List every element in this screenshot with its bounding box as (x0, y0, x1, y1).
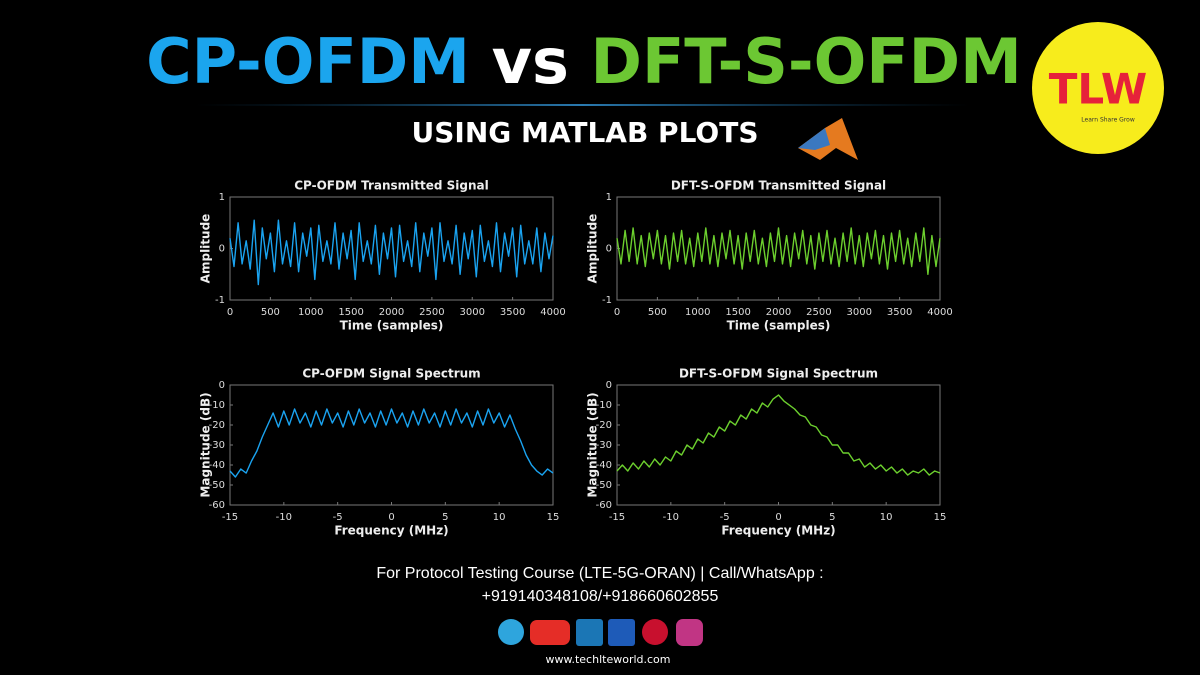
signal-line (616, 394, 941, 476)
x-axis-label: Frequency (MHz) (334, 524, 448, 538)
web-icon[interactable] (642, 619, 668, 645)
y-tick-label: -20 (209, 420, 225, 431)
y-tick-label: 0 (606, 380, 612, 391)
y-tick-label: -10 (209, 400, 225, 411)
x-tick-label: 3000 (460, 307, 485, 318)
x-tick-label: 15 (547, 512, 560, 523)
plot-area (616, 196, 941, 301)
x-tick-label: 1500 (725, 307, 750, 318)
x-tick-label: 0 (227, 307, 233, 318)
social-icons (498, 619, 703, 646)
chart-title: DFT-S-OFDM Transmitted Signal (671, 179, 886, 193)
x-tick-label: 2000 (379, 307, 404, 318)
y-tick-label: 0 (219, 244, 225, 255)
x-axis-label: Frequency (MHz) (721, 524, 835, 538)
linkedin-icon[interactable] (576, 619, 603, 646)
x-tick-label: 3500 (887, 307, 912, 318)
facebook-icon[interactable] (608, 619, 635, 646)
footer-line: +919140348108/+918660602855 (482, 588, 719, 605)
x-tick-label: -5 (720, 512, 730, 523)
x-tick-label: 3000 (847, 307, 872, 318)
x-tick-label: 4000 (540, 307, 565, 318)
x-tick-label: 10 (493, 512, 506, 523)
chart-title: CP-OFDM Transmitted Signal (294, 179, 489, 193)
y-axis-label: Magnitude (dB) (586, 392, 600, 497)
y-tick-label: -1 (215, 295, 225, 306)
signal-line (616, 227, 941, 275)
y-tick-label: -1 (602, 295, 612, 306)
x-tick-label: 15 (934, 512, 947, 523)
x-tick-label: 0 (775, 512, 781, 523)
chart-title: CP-OFDM Signal Spectrum (302, 367, 480, 381)
x-tick-label: 2000 (766, 307, 791, 318)
x-tick-label: -15 (609, 512, 625, 523)
x-tick-label: 4000 (927, 307, 952, 318)
x-tick-label: 3500 (500, 307, 525, 318)
y-tick-label: 0 (219, 380, 225, 391)
matlab-icon (798, 118, 858, 160)
y-tick-label: -40 (596, 460, 612, 471)
y-axis-label: Amplitude (199, 214, 213, 284)
main-title: CP-OFDM vs DFT-S-OFDM (146, 25, 1022, 98)
x-axis-label: Time (samples) (340, 319, 444, 333)
x-axis-label: Time (samples) (727, 319, 831, 333)
telegram-icon[interactable] (498, 619, 524, 645)
x-tick-label: 0 (614, 307, 620, 318)
y-tick-label: -30 (596, 440, 612, 451)
x-tick-label: 2500 (419, 307, 444, 318)
y-tick-label: -30 (209, 440, 225, 451)
title-part: CP-OFDM (146, 25, 470, 98)
x-tick-label: 5 (829, 512, 835, 523)
y-axis-label: Amplitude (586, 214, 600, 284)
chart-title: DFT-S-OFDM Signal Spectrum (679, 367, 878, 381)
x-tick-label: 0 (388, 512, 394, 523)
x-tick-label: -15 (222, 512, 238, 523)
x-tick-label: -5 (333, 512, 343, 523)
x-tick-label: 2500 (806, 307, 831, 318)
x-tick-label: 1000 (685, 307, 710, 318)
y-tick-label: 1 (219, 192, 225, 203)
logo-text: TLW (1049, 65, 1147, 114)
instagram-icon[interactable] (676, 619, 703, 646)
x-tick-label: -10 (663, 512, 679, 523)
website[interactable]: www.techlteworld.com (546, 653, 671, 666)
x-tick-label: 500 (261, 307, 280, 318)
title-rule (195, 104, 970, 106)
y-axis-label: Magnitude (dB) (199, 392, 213, 497)
x-tick-label: 500 (648, 307, 667, 318)
footer-line: For Protocol Testing Course (LTE-5G-ORAN… (376, 565, 823, 582)
plot-area (229, 384, 554, 506)
y-tick-label: 1 (606, 192, 612, 203)
y-tick-label: -10 (596, 400, 612, 411)
y-tick-label: -50 (209, 480, 225, 491)
signal-line (229, 219, 554, 286)
title-part: vs (492, 25, 569, 98)
y-tick-label: -60 (209, 500, 225, 511)
y-tick-label: -60 (596, 500, 612, 511)
subtitle: USING MATLAB PLOTS (412, 116, 759, 149)
y-tick-label: -40 (209, 460, 225, 471)
logo-circle (1032, 22, 1164, 154)
x-tick-label: 10 (880, 512, 893, 523)
y-tick-label: 0 (606, 244, 612, 255)
x-tick-label: 1000 (298, 307, 323, 318)
x-tick-label: -10 (276, 512, 292, 523)
x-tick-label: 5 (442, 512, 448, 523)
plot-area (616, 384, 941, 506)
y-tick-label: -20 (596, 420, 612, 431)
logo-tagline: Learn Share Grow (1081, 117, 1135, 124)
x-tick-label: 1500 (338, 307, 363, 318)
title-part: DFT-S-OFDM (590, 25, 1021, 98)
y-tick-label: -50 (596, 480, 612, 491)
youtube-icon[interactable] (530, 620, 570, 645)
signal-line (229, 408, 554, 478)
plot-area (229, 196, 554, 301)
